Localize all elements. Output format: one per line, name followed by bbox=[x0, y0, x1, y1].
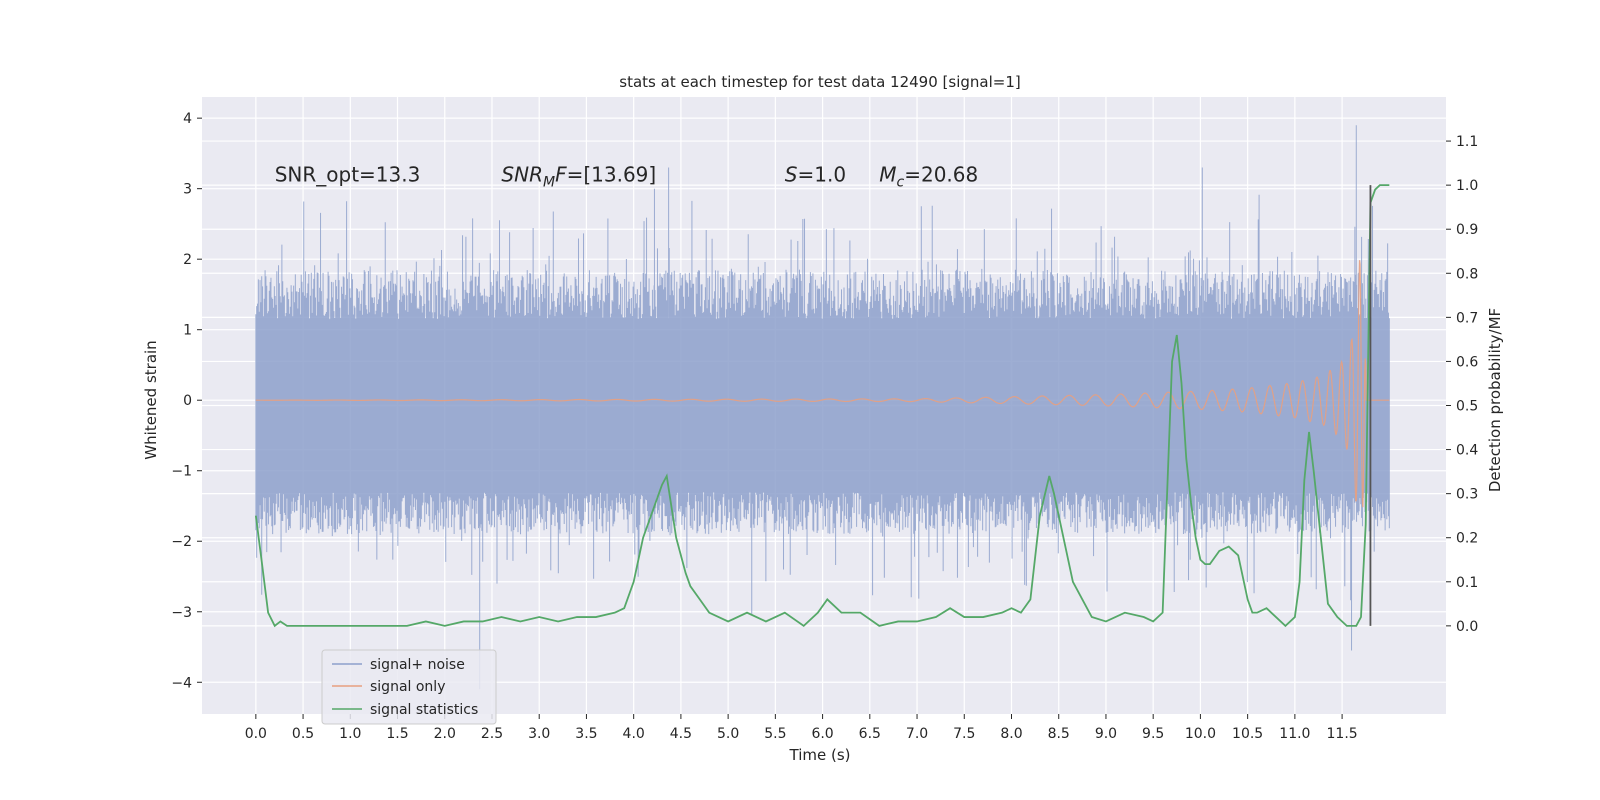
y-tick-label-0: −4 bbox=[171, 675, 192, 691]
legend-label-signal-only: signal only bbox=[370, 679, 445, 695]
x-tick-label-16: 8.0 bbox=[1000, 726, 1022, 742]
y-right-tick-label-0: 0.0 bbox=[1456, 619, 1478, 635]
signal-noise-trace bbox=[255, 125, 1390, 690]
x-tick-label-22: 11.0 bbox=[1279, 726, 1310, 742]
x-tick-label-18: 9.0 bbox=[1095, 726, 1117, 742]
x-tick-label-10: 5.0 bbox=[717, 726, 739, 742]
x-tick-label-4: 2.0 bbox=[434, 726, 456, 742]
x-tick-label-1: 0.5 bbox=[292, 726, 314, 742]
y-tick-label-6: 2 bbox=[183, 252, 192, 268]
x-tick-label-19: 9.5 bbox=[1142, 726, 1164, 742]
x-tick-label-21: 10.5 bbox=[1232, 726, 1263, 742]
annotation-s: S=1.0 bbox=[785, 163, 846, 187]
x-tick-label-5: 2.5 bbox=[481, 726, 503, 742]
y-tick-label-7: 3 bbox=[183, 182, 192, 198]
signal-statistics-line bbox=[254, 184, 1390, 628]
y-tick-label-4: 0 bbox=[183, 393, 192, 409]
y-right-tick-label-3: 0.3 bbox=[1456, 487, 1478, 503]
legend: signal+ noise signal only signal statist… bbox=[321, 649, 497, 725]
y-tick-label-5: 1 bbox=[183, 323, 192, 339]
x-tick-label-13: 6.5 bbox=[859, 726, 881, 742]
legend-label-signal-noise: signal+ noise bbox=[370, 657, 465, 673]
series-signal-noise bbox=[255, 125, 1390, 690]
y-right-axis-label: Detection probability/MF bbox=[1486, 308, 1504, 492]
x-tick-label-6: 3.0 bbox=[528, 726, 550, 742]
y-right-tick-label-2: 0.2 bbox=[1456, 531, 1478, 547]
y-tick-label-8: 4 bbox=[183, 111, 192, 127]
x-tick-label-2: 1.0 bbox=[339, 726, 361, 742]
y-right-tick-label-1: 0.1 bbox=[1456, 575, 1478, 591]
y-right-tick-label-11: 1.1 bbox=[1456, 134, 1478, 150]
x-tick-label-15: 7.5 bbox=[953, 726, 975, 742]
y-tick-label-3: −1 bbox=[171, 464, 192, 480]
x-tick-label-17: 8.5 bbox=[1048, 726, 1070, 742]
x-tick-label-3: 1.5 bbox=[386, 726, 408, 742]
series-signal-only bbox=[255, 260, 1390, 508]
y-tick-label-2: −2 bbox=[171, 534, 192, 550]
signal-only-trace bbox=[255, 260, 1390, 508]
y-right-tick-label-9: 0.9 bbox=[1456, 222, 1478, 238]
series-signal-statistics bbox=[254, 184, 1390, 628]
y-right-tick-label-5: 0.5 bbox=[1456, 399, 1478, 415]
y-axis-label: Whitened strain bbox=[142, 340, 160, 459]
y-right-tick-label-7: 0.7 bbox=[1456, 310, 1478, 326]
x-tick-label-9: 4.5 bbox=[670, 726, 692, 742]
legend-label-signal-statistics: signal statistics bbox=[370, 702, 478, 718]
x-tick-label-12: 6.0 bbox=[811, 726, 833, 742]
x-tick-label-8: 4.0 bbox=[623, 726, 645, 742]
chart-title: stats at each timestep for test data 124… bbox=[619, 73, 1020, 91]
annotation-snr_mf: SNRMF=[13.69] bbox=[501, 163, 656, 191]
y-right-tick-label-10: 1.0 bbox=[1456, 178, 1478, 194]
x-tick-label-20: 10.0 bbox=[1185, 726, 1216, 742]
annotation-snr_opt: SNR_opt=13.3 bbox=[275, 163, 421, 187]
y-right-tick-label-6: 0.6 bbox=[1456, 354, 1478, 370]
y-right-tick-label-4: 0.4 bbox=[1456, 443, 1478, 459]
annotation-mc: Mc=20.68 bbox=[879, 163, 978, 191]
y-tick-label-1: −3 bbox=[171, 605, 192, 621]
x-axis-label: Time (s) bbox=[789, 746, 851, 764]
x-tick-label-7: 3.5 bbox=[575, 726, 597, 742]
x-tick-label-23: 11.5 bbox=[1327, 726, 1358, 742]
x-tick-label-0: 0.0 bbox=[245, 726, 267, 742]
y-right-tick-label-8: 0.8 bbox=[1456, 266, 1478, 282]
x-tick-label-14: 7.0 bbox=[906, 726, 928, 742]
x-tick-label-11: 5.5 bbox=[764, 726, 786, 742]
